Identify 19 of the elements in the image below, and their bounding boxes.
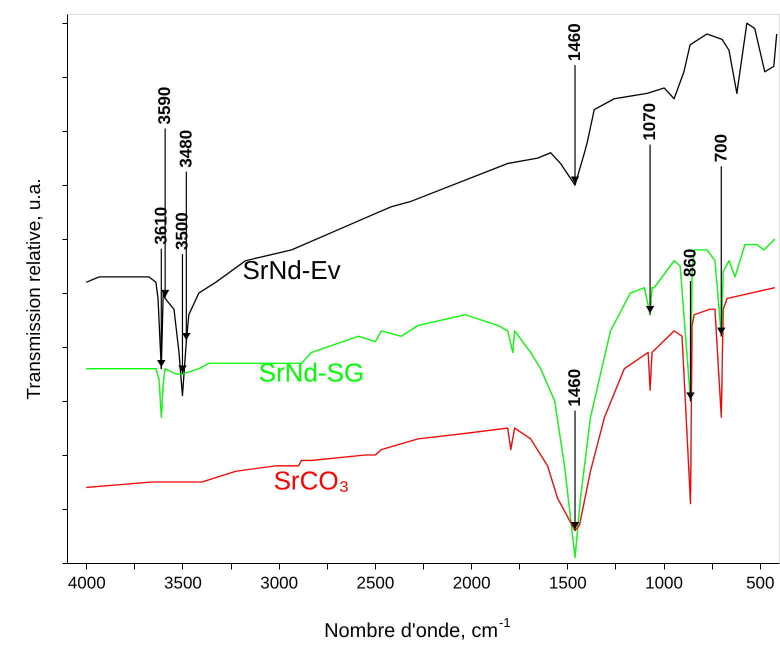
annotation: 1460 (565, 368, 584, 407)
annotation: 700 (711, 134, 730, 162)
annotation: 3590 (155, 86, 174, 124)
x-tick-label: 1500 (548, 574, 587, 592)
annotation: 860 (680, 248, 700, 278)
annotation: 1070 (640, 102, 660, 141)
y-axis-title: Transmission relative, u.a. (24, 178, 45, 400)
x-tick-label: 4000 (68, 574, 106, 592)
x-tick-label: 500 (746, 574, 774, 592)
x-tick-label: 1000 (645, 574, 683, 592)
series-label: SrNd-SG (258, 357, 364, 388)
x-tick-label: 3500 (164, 574, 202, 592)
x-tick-label: 2500 (356, 574, 394, 592)
x-tick-label: 2000 (452, 574, 491, 592)
series-label: SrCO₃ (274, 465, 350, 496)
series-label: SrNd-Ev (242, 254, 341, 285)
annotation: 1460 (565, 23, 584, 62)
annotation: 3480 (176, 130, 196, 168)
x-tick-label: 3000 (260, 574, 298, 592)
